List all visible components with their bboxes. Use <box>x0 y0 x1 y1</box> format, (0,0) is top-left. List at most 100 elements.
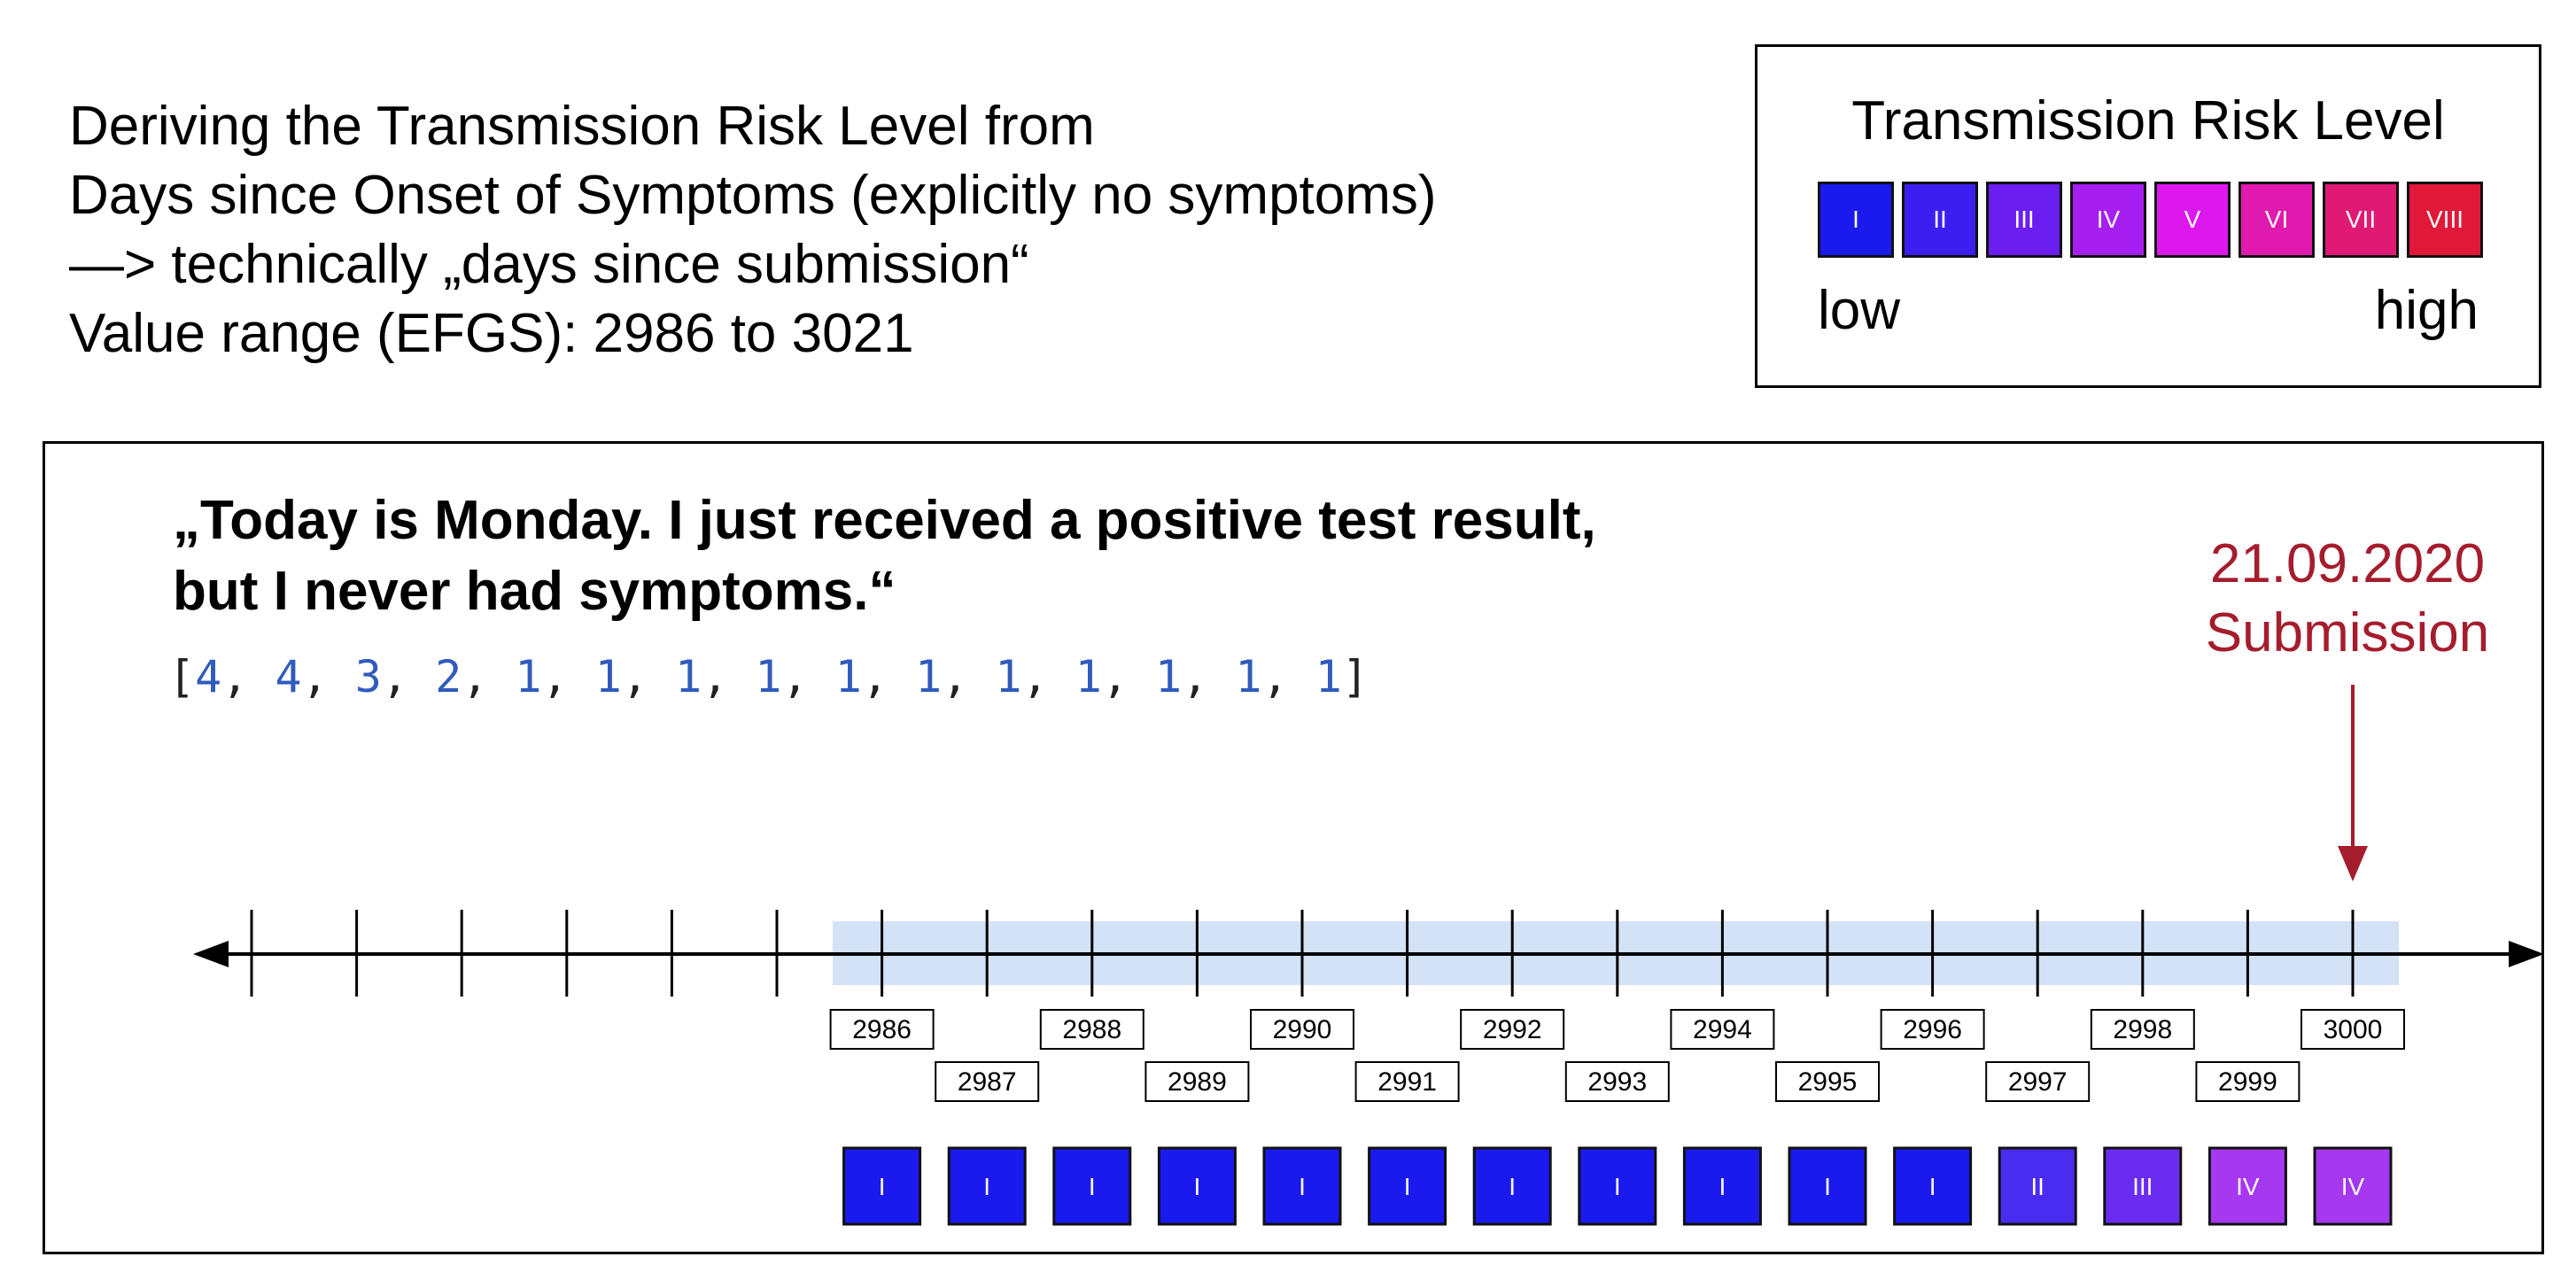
day-label-box <box>1564 1061 1670 1102</box>
submission-date: 21.09.2020 <box>2209 533 2486 594</box>
array-value: 1 <box>1155 651 1183 702</box>
risk-level-box <box>1998 1146 2077 1226</box>
risk-level-box <box>947 1146 1027 1226</box>
day-label-box <box>829 1009 935 1050</box>
risk-level-box <box>2313 1146 2393 1226</box>
submission-annotation: 21.09.2020 Submission <box>2179 530 2516 668</box>
day-label: 2986 <box>852 1015 912 1044</box>
submission-arrow-head <box>2338 846 2368 881</box>
day-label: 2992 <box>1483 1015 1542 1044</box>
legend-title: Transmission Risk Level <box>1851 90 2445 151</box>
legend-level-5: V <box>2154 182 2231 258</box>
array-close-bracket: ] <box>1341 651 1369 702</box>
risk-level-label: I <box>1194 1173 1201 1200</box>
day-label: 2998 <box>2113 1015 2172 1044</box>
day-label-box <box>1144 1061 1250 1102</box>
day-label: 2996 <box>1903 1015 1962 1044</box>
array-value: 1 <box>755 651 782 702</box>
day-label-box <box>1250 1009 1354 1050</box>
risk-level-box <box>2103 1146 2183 1226</box>
array-value: 4 <box>195 651 222 702</box>
risk-level-box <box>1262 1146 1342 1226</box>
risk-level-label: I <box>1719 1173 1726 1200</box>
risk-level-box <box>1472 1146 1552 1226</box>
legend-level-7: VII <box>2323 182 2399 258</box>
risk-level-label: I <box>1614 1173 1621 1200</box>
risk-value-array: [4, 4, 3, 2, 1, 1, 1, 1, 1, 1, 1, 1, 1, … <box>168 651 1369 702</box>
risk-level-label: I <box>1404 1173 1411 1200</box>
day-label-box <box>2301 1009 2405 1050</box>
risk-level-box <box>1052 1146 1132 1226</box>
day-label: 2993 <box>1587 1067 1647 1097</box>
legend-level-6: VI <box>2238 182 2315 258</box>
risk-level-box <box>842 1146 922 1226</box>
legend-level-4: IV <box>2070 182 2146 258</box>
day-label: 2994 <box>1693 1015 1752 1044</box>
array-value: 1 <box>915 651 943 702</box>
risk-level-box <box>1682 1146 1762 1226</box>
risk-level-box <box>1368 1146 1447 1226</box>
day-label: 2989 <box>1168 1067 1227 1097</box>
day-label-box <box>935 1061 1040 1102</box>
array-value: 1 <box>1075 651 1102 702</box>
risk-level-legend: Transmission Risk Level I II III IV V VI VII VI… <box>1755 44 2541 388</box>
legend-high-label: high <box>2374 280 2479 341</box>
risk-level-label: III <box>2132 1173 2153 1200</box>
day-label: 3000 <box>2324 1015 2383 1044</box>
day-label: 2988 <box>1062 1015 1121 1044</box>
day-label-box <box>1460 1009 1565 1050</box>
legend-level-2: II <box>1902 182 1978 258</box>
legend-low-label: low <box>1818 280 1901 341</box>
array-value: 1 <box>675 651 702 702</box>
array-value: 1 <box>594 651 622 702</box>
risk-level-label: I <box>1824 1173 1831 1200</box>
day-label: 2995 <box>1798 1067 1858 1097</box>
day-label-box <box>1880 1009 1985 1050</box>
array-value: 1 <box>834 651 862 702</box>
risk-level-box <box>1893 1146 1973 1226</box>
day-label-box <box>1354 1061 1460 1102</box>
day-label-box <box>1039 1009 1144 1050</box>
day-label: 2990 <box>1273 1015 1332 1044</box>
day-label-box <box>1775 1061 1880 1102</box>
risk-level-box <box>1157 1146 1237 1226</box>
day-label-box <box>2090 1009 2195 1050</box>
axis-left-arrowhead <box>193 941 229 967</box>
header-line-2: Days since Onset of Symptoms (explicitly… <box>69 165 1437 226</box>
risk-level-label: IV <box>2236 1173 2260 1200</box>
array-value: 1 <box>995 651 1022 702</box>
day-label-box <box>2195 1061 2301 1102</box>
array-value: 1 <box>1315 651 1342 702</box>
quote-line-2: but I never had symptoms.“ <box>173 561 896 622</box>
risk-level-label: IV <box>2341 1173 2365 1200</box>
risk-level-label: I <box>1929 1173 1936 1200</box>
header-line-3: —> technically „days since submission“ <box>69 234 1029 295</box>
risk-level-label: I <box>983 1173 990 1200</box>
risk-level-label: I <box>1299 1173 1306 1200</box>
array-value: 4 <box>275 651 302 702</box>
legend-levels: I II III IV V VI VII VIII <box>1818 182 2483 258</box>
axis-right-arrowhead <box>2509 941 2544 967</box>
day-label: 2991 <box>1377 1067 1437 1097</box>
scenario-quote: „Today is Monday. I just received a posi… <box>173 485 1596 627</box>
risk-level-label: I <box>1509 1173 1516 1200</box>
legend-level-3: III <box>1986 182 2062 258</box>
header-line-4: Value range (EFGS): 2986 to 3021 <box>69 303 914 364</box>
legend-level-8: VIII <box>2407 182 2483 258</box>
array-value: 2 <box>435 651 462 702</box>
risk-level-label: II <box>2030 1173 2045 1200</box>
day-label: 2999 <box>2218 1067 2277 1097</box>
header-line-1: Deriving the Transmission Risk Level fro… <box>69 96 1095 157</box>
risk-level-box <box>2207 1146 2287 1226</box>
risk-level-box <box>1788 1146 1867 1226</box>
quote-line-1: „Today is Monday. I just received a posi… <box>173 490 1596 551</box>
day-label-box <box>1670 1009 1775 1050</box>
array-value: 1 <box>515 651 542 702</box>
day-label: 2997 <box>2008 1067 2068 1097</box>
risk-level-label: I <box>879 1173 886 1200</box>
diagram-header: Deriving the Transmission Risk Level fro… <box>69 92 1437 369</box>
array-open-bracket: [ <box>168 651 196 702</box>
legend-level-1: I <box>1818 182 1894 258</box>
submission-label: Submission <box>2205 602 2490 663</box>
